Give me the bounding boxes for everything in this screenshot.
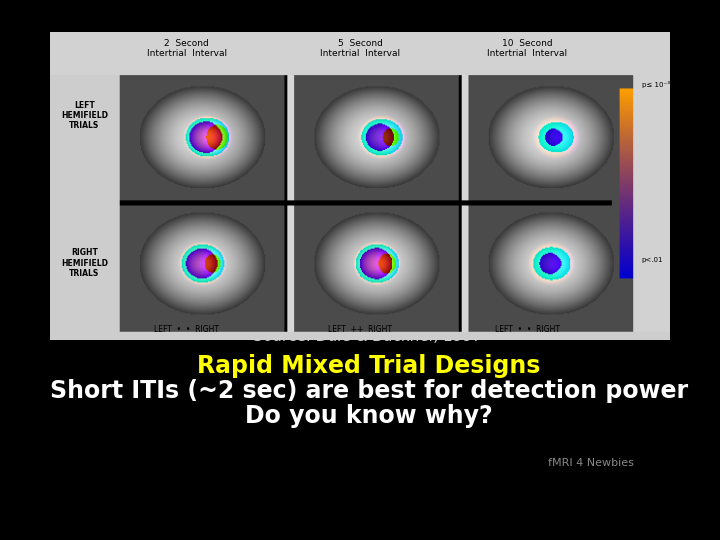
Text: RIGHT
HEMIFIELD
TRIALS: RIGHT HEMIFIELD TRIALS bbox=[61, 248, 108, 278]
Text: LEFT  •  •  RIGHT: LEFT • • RIGHT bbox=[154, 325, 219, 334]
Text: Short ITIs (~2 sec) are best for detection power: Short ITIs (~2 sec) are best for detecti… bbox=[50, 379, 688, 403]
Text: LEFT  ++  RIGHT: LEFT ++ RIGHT bbox=[328, 325, 392, 334]
Text: Do you know why?: Do you know why? bbox=[246, 404, 492, 428]
Text: Optimal Rapid ITI: Optimal Rapid ITI bbox=[179, 82, 559, 119]
Text: 5  Second
Intertrial  Interval: 5 Second Intertrial Interval bbox=[320, 38, 400, 58]
Text: Source: Dale & Buckner, 1997: Source: Dale & Buckner, 1997 bbox=[254, 329, 484, 344]
Text: LEFT  •  •  RIGHT: LEFT • • RIGHT bbox=[495, 325, 559, 334]
Text: p<.01: p<.01 bbox=[642, 257, 663, 263]
Text: 2  Second
Intertrial  Interval: 2 Second Intertrial Interval bbox=[147, 38, 227, 58]
Text: LEFT
HEMIFIELD
TRIALS: LEFT HEMIFIELD TRIALS bbox=[61, 100, 108, 130]
Text: Rapid Mixed Trial Designs: Rapid Mixed Trial Designs bbox=[197, 354, 541, 378]
Text: 10  Second
Intertrial  Interval: 10 Second Intertrial Interval bbox=[487, 38, 567, 58]
Text: fMRI 4 Newbies: fMRI 4 Newbies bbox=[547, 458, 634, 468]
Text: p≤ 10⁻³: p≤ 10⁻³ bbox=[642, 81, 670, 88]
